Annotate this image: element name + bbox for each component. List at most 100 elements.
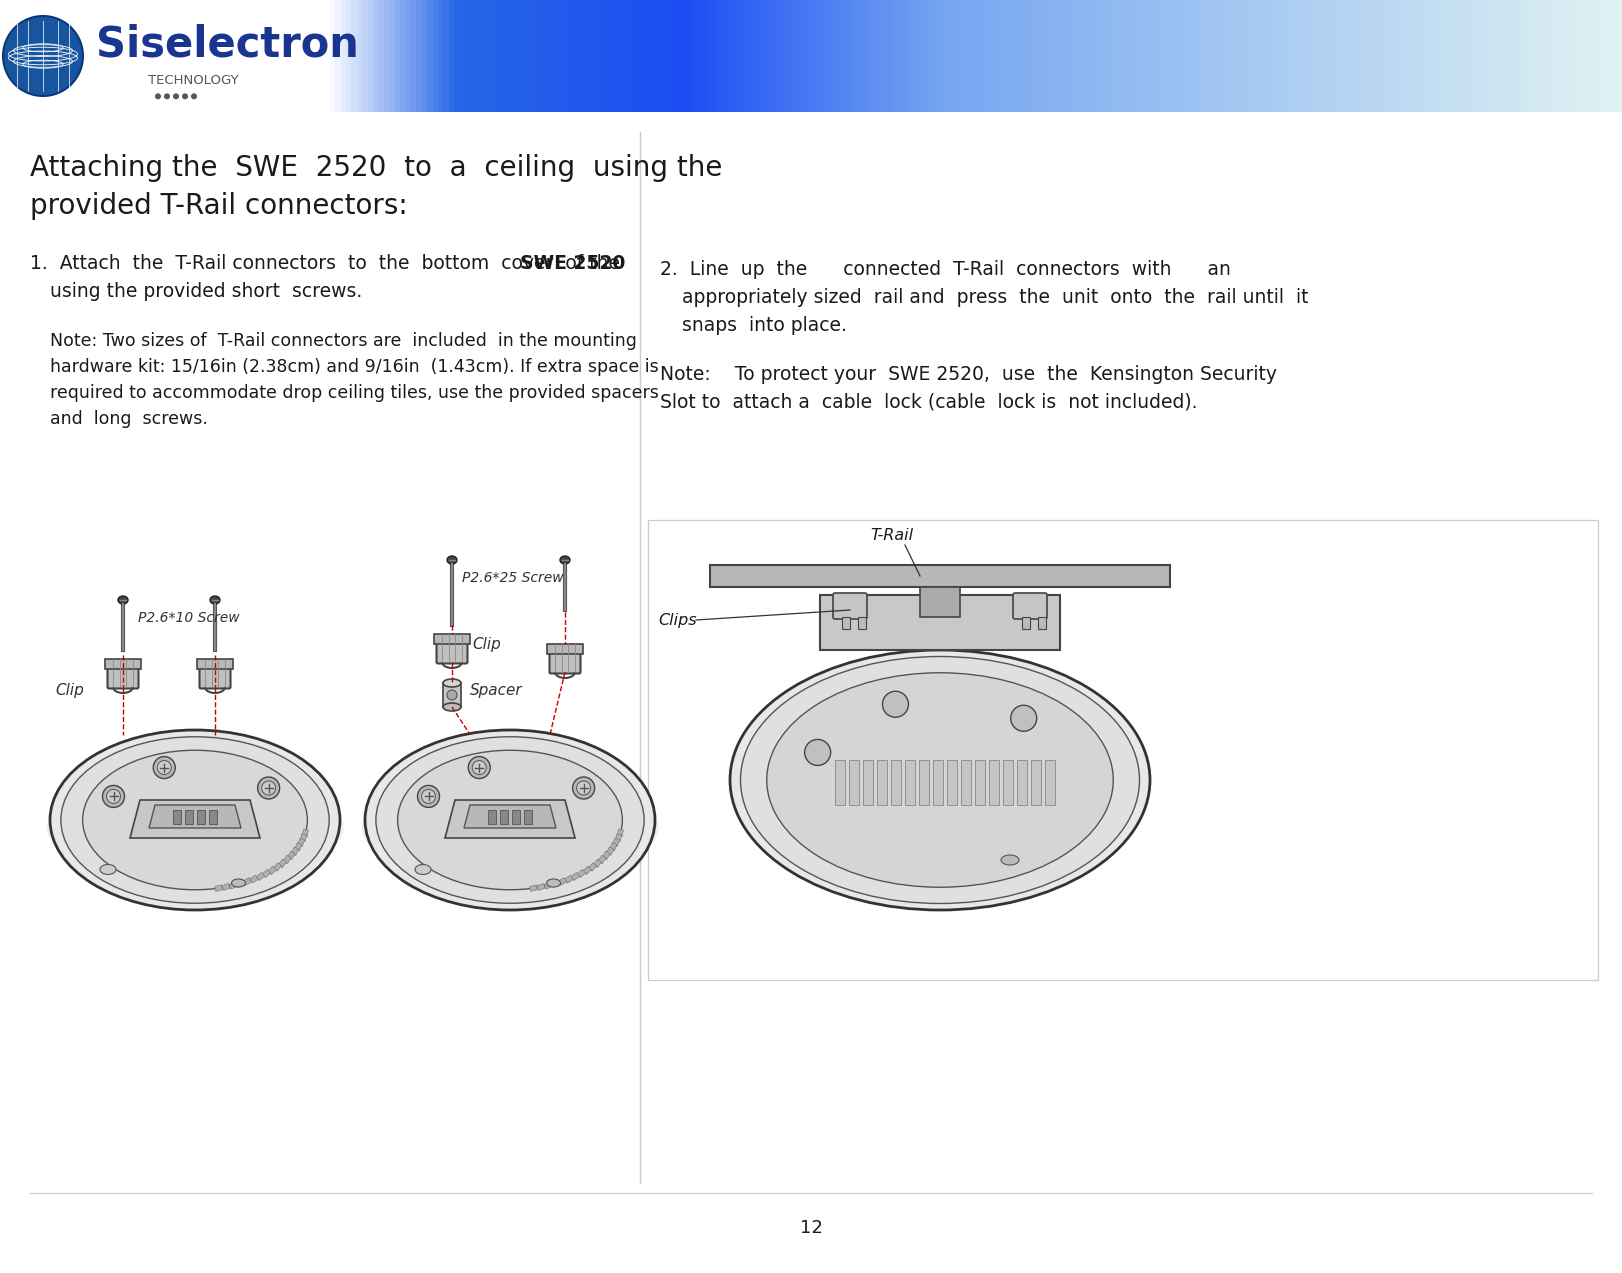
Ellipse shape [415, 864, 431, 875]
Bar [985, 0, 991, 112]
Bar [1546, 0, 1552, 112]
Bar [384, 0, 391, 112]
Bar [167, 0, 174, 112]
Bar [654, 0, 660, 112]
Bar [839, 0, 845, 112]
Bar [232, 0, 238, 112]
Bar [1439, 0, 1445, 112]
Bar [76, 0, 83, 112]
Bar [195, 0, 201, 112]
Text: hardware kit: 15/16in (2.38cm) and 9/16in  (1.43cm). If extra space is: hardware kit: 15/16in (2.38cm) and 9/16i… [50, 358, 659, 376]
Bar [933, 760, 942, 805]
Ellipse shape [443, 703, 461, 712]
Circle shape [882, 691, 908, 717]
Circle shape [3, 17, 83, 95]
Bar [81, 0, 88, 112]
Bar [1168, 0, 1174, 112]
Bar [466, 0, 472, 112]
Bar [438, 0, 444, 112]
Ellipse shape [448, 556, 457, 564]
Bar [693, 0, 699, 112]
Bar [714, 0, 720, 112]
Bar [292, 0, 298, 112]
Bar [681, 0, 688, 112]
Bar [362, 0, 368, 112]
Bar [962, 0, 968, 112]
Bar [811, 0, 817, 112]
Bar [1293, 0, 1299, 112]
Text: Slot to  attach a  cable  lock (cable  lock is  not included).: Slot to attach a cable lock (cable lock … [660, 393, 1197, 412]
Bar [21, 0, 28, 112]
Bar [920, 0, 926, 112]
Bar [530, 0, 537, 112]
Bar [32, 0, 39, 112]
Bar [1536, 0, 1543, 112]
Bar [871, 0, 878, 112]
Bar [357, 0, 363, 112]
Bar [92, 0, 99, 112]
Bar [579, 0, 586, 112]
Bar [710, 565, 1169, 587]
Bar [1184, 0, 1191, 112]
Bar [1038, 0, 1045, 112]
Bar [190, 0, 196, 112]
Bar [196, 659, 234, 670]
Text: Attaching the  SWE  2520  to  a  ceiling  using the: Attaching the SWE 2520 to a ceiling usin… [29, 154, 722, 182]
Text: snaps  into place.: snaps into place. [681, 316, 847, 335]
Bar [1427, 0, 1434, 112]
Circle shape [805, 740, 830, 765]
Bar [730, 0, 736, 112]
Bar [1205, 0, 1212, 112]
Bar [1135, 0, 1142, 112]
Bar [49, 0, 55, 112]
Bar [1027, 0, 1033, 112]
Bar [610, 843, 616, 852]
Text: 12: 12 [800, 1220, 822, 1237]
Bar [146, 0, 152, 112]
Bar [573, 0, 579, 112]
Bar [978, 0, 985, 112]
Ellipse shape [741, 657, 1140, 904]
Bar [600, 0, 607, 112]
Bar [746, 0, 753, 112]
Bar [271, 0, 277, 112]
Bar [470, 0, 477, 112]
Ellipse shape [47, 778, 344, 878]
Bar [975, 760, 985, 805]
Bar [1406, 0, 1413, 112]
Bar [125, 0, 131, 112]
Circle shape [156, 93, 161, 99]
Bar [1087, 0, 1093, 112]
Bar [547, 0, 553, 112]
Bar [1362, 0, 1369, 112]
Polygon shape [130, 799, 260, 838]
Bar [615, 834, 621, 841]
Bar [1455, 0, 1461, 112]
Bar [118, 0, 125, 112]
Bar [584, 0, 590, 112]
Bar [637, 0, 644, 112]
FancyBboxPatch shape [107, 666, 138, 689]
Bar [1228, 0, 1234, 112]
Text: Note:    To protect your  SWE 2520,  use  the  Kensington Security: Note: To protect your SWE 2520, use the … [660, 365, 1277, 384]
Bar [558, 877, 566, 886]
Bar [848, 0, 855, 112]
Bar [1302, 0, 1309, 112]
Bar [135, 0, 141, 112]
Bar [0, 0, 320, 112]
Bar [1049, 0, 1056, 112]
Bar [571, 872, 579, 881]
Bar [1568, 0, 1575, 112]
Bar [320, 0, 326, 112]
Bar [1541, 0, 1547, 112]
Bar [892, 0, 899, 112]
Ellipse shape [362, 778, 659, 878]
Bar [989, 760, 999, 805]
Text: SWE 2520: SWE 2520 [521, 255, 626, 272]
Bar [255, 0, 261, 112]
Bar [1513, 0, 1520, 112]
Bar [1314, 0, 1320, 112]
Bar [276, 0, 282, 112]
Bar [876, 0, 882, 112]
Bar [97, 0, 104, 112]
